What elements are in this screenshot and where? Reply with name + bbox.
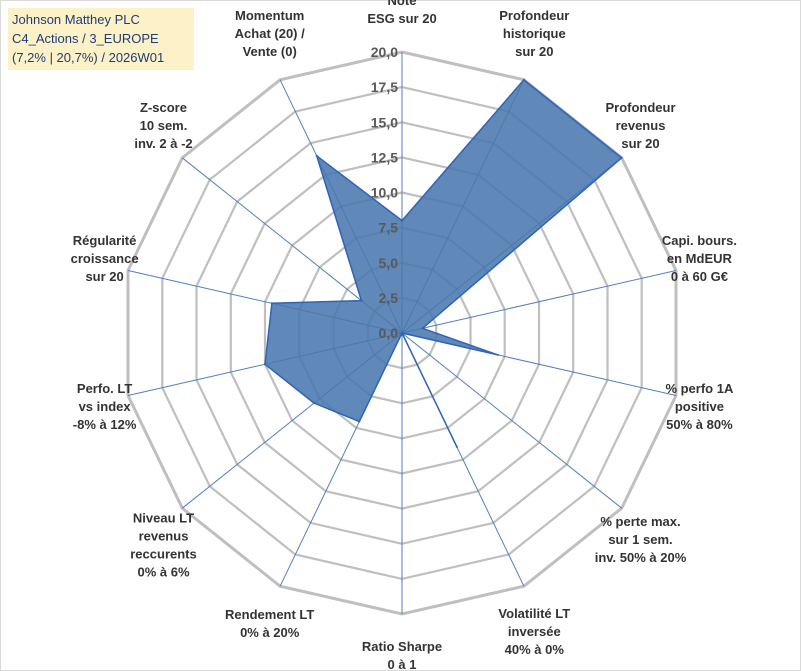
axis-label-line: en MdEUR — [667, 251, 733, 266]
info-box: Johnson Matthey PLC C4_Actions / 3_EUROP… — [8, 8, 194, 70]
axis-label-line: croissance — [71, 251, 139, 266]
axis-label-9: Rendement LT 0% à 20% — [225, 607, 314, 640]
data-point-10 — [313, 402, 316, 405]
data-point-5 — [496, 353, 499, 356]
axis-label-line: Vente (0) — [243, 44, 297, 59]
axis-label-line: Rendement LT — [225, 607, 314, 622]
axis-label-line: Momentum — [235, 8, 304, 23]
axis-label-line: 50% à 80% — [666, 417, 733, 432]
axis-label-line: Capi. bours. — [662, 233, 737, 248]
axis-label-line: Perfo. LT — [77, 381, 132, 396]
axis-label-line: % perte max. — [600, 514, 680, 529]
axis-label-line: ESG sur 20 — [367, 11, 436, 26]
tick-labels: 0,0 2,5 5,0 7,5 10,0 12,5 15,0 17,5 20,0 — [371, 44, 398, 341]
portfolio-category: C4_Actions / 3_EUROPE — [12, 31, 159, 46]
axis-label-line: 0 à 60 G€ — [671, 269, 728, 284]
axis-label-4: Capi. bours. en MdEUR 0 à 60 G€ — [662, 233, 737, 284]
axis-label-line: % perfo 1A — [665, 381, 734, 396]
axis-label-line: vs index — [79, 399, 132, 414]
axis-label-line: sur 20 — [515, 44, 553, 59]
axis-label-line: positive — [675, 399, 724, 414]
axis-label-8: Ratio Sharpe 0 à 1 — [362, 639, 442, 671]
axis-label-line: sur 20 — [621, 136, 659, 151]
data-point-8 — [401, 332, 403, 334]
axis-label-line: sur 1 sem. — [608, 532, 672, 547]
axis-label-line: Volatilité LT — [498, 606, 570, 621]
tick-label: 0,0 — [379, 325, 399, 341]
data-point-14 — [315, 154, 318, 157]
axis-label-line: -8% à 12% — [73, 417, 137, 432]
tick-label: 10,0 — [371, 185, 398, 201]
axis-label-line: reccurents — [130, 547, 196, 562]
axis-label-line: Profondeur — [499, 8, 569, 23]
axis-label-line: Z-score — [140, 100, 187, 115]
data-point-12 — [270, 302, 273, 305]
data-point-7 — [455, 445, 458, 448]
axis-label-5: % perfo 1A positive 50% à 80% — [665, 381, 734, 432]
axis-label-line: Ratio Sharpe — [362, 639, 442, 654]
spoke-6 — [401, 332, 623, 509]
axis-label-line: inversée — [508, 624, 561, 639]
axis-label-line: 10 sem. — [140, 118, 188, 133]
axis-label-line: Niveau LT — [133, 511, 194, 526]
tick-label: 17,5 — [371, 79, 398, 95]
axis-label-6: % perte max. sur 1 sem. inv. 50% à 20% — [595, 514, 687, 565]
tick-label: 7,5 — [379, 220, 399, 236]
data-point-4 — [421, 327, 424, 330]
axis-label-12: Régularité croissance sur 20 — [71, 233, 139, 284]
axis-label-line: Note — [388, 0, 417, 8]
axis-label-line: 0% à 6% — [137, 565, 189, 580]
axis-label-line: Régularité — [73, 233, 137, 248]
axis-label-line: inv. 50% à 20% — [595, 550, 687, 565]
data-point-3 — [620, 156, 623, 159]
data-point-9 — [358, 420, 361, 423]
spoke-4 — [401, 270, 677, 334]
company-name: Johnson Matthey PLC — [12, 12, 140, 27]
axis-label-11: Perfo. LT vs index -8% à 12% — [73, 381, 137, 432]
tick-label: 2,5 — [379, 290, 399, 306]
tick-label: 15,0 — [371, 114, 398, 130]
axis-label-line: 0 à 1 — [388, 657, 417, 671]
data-area — [264, 78, 623, 448]
data-point-2 — [522, 78, 525, 81]
axis-label-1: Note ESG sur 20 — [367, 0, 436, 26]
performance-period: (7,2% | 20,7%) / 2026W01 — [12, 50, 165, 65]
tick-label: 12,5 — [371, 149, 398, 165]
axis-label-13: Z-score 10 sem. inv. 2 à -2 — [134, 100, 192, 151]
series-area — [264, 79, 623, 448]
axis-label-line: Achat (20) / — [235, 26, 305, 41]
axis-labels: Note ESG sur 20 Profondeur historique sur 20… — [71, 0, 737, 671]
data-point-1 — [401, 219, 403, 222]
axis-label-line: 40% à 0% — [505, 642, 565, 657]
axis-label-line: Profondeur — [605, 100, 675, 115]
data-point-11 — [264, 363, 266, 366]
axis-label-line: inv. 2 à -2 — [134, 136, 192, 151]
data-point-13 — [360, 299, 363, 302]
axis-label-line: revenus — [616, 118, 666, 133]
axis-label-14: Momentum Achat (20) / Vente (0) — [235, 8, 305, 59]
tick-label: 20,0 — [371, 44, 398, 60]
axis-label-10: Niveau LT revenus reccurents 0% à 6% — [130, 511, 196, 580]
axis-label-line: sur 20 — [85, 269, 123, 284]
axis-label-7: Volatilité LT inversée 40% à 0% — [498, 606, 570, 657]
axis-label-line: 0% à 20% — [240, 625, 300, 640]
axis-label-line: historique — [503, 26, 566, 41]
axis-label-line: revenus — [139, 529, 189, 544]
tick-label: 5,0 — [379, 255, 399, 271]
axis-label-3: Profondeur revenus sur 20 — [605, 100, 675, 151]
axis-label-2: Profondeur historique sur 20 — [499, 8, 569, 59]
